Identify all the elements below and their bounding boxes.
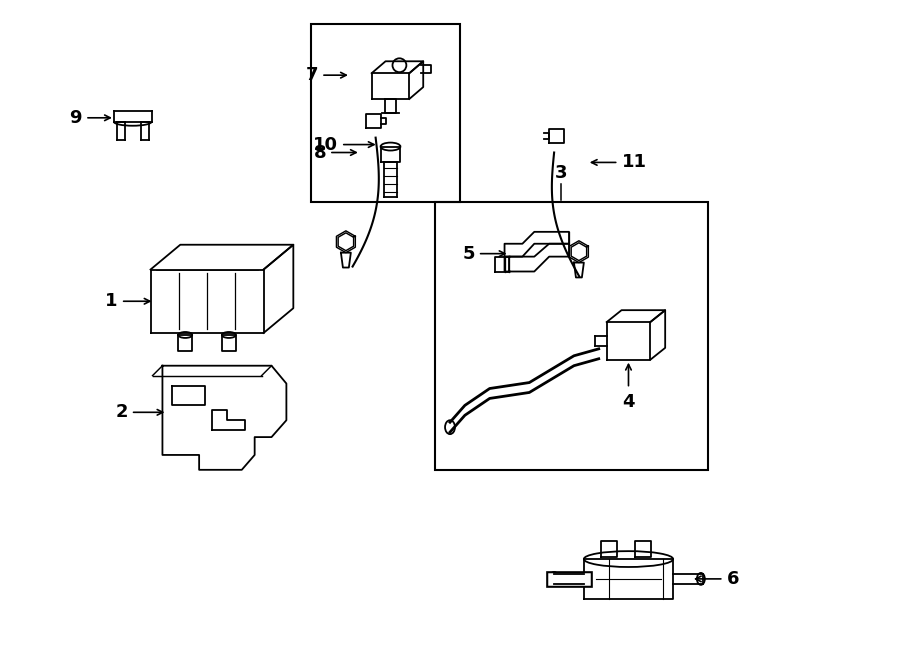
Text: 7: 7 [306, 66, 318, 84]
Bar [311, 24, 460, 202]
Text: 10: 10 [313, 136, 338, 153]
Bar [435, 202, 707, 470]
Text: 2: 2 [115, 403, 128, 421]
Ellipse shape [697, 573, 705, 585]
Text: 5: 5 [463, 245, 475, 262]
Ellipse shape [178, 332, 193, 338]
Ellipse shape [445, 420, 455, 434]
Text: 1: 1 [105, 292, 118, 310]
Text: 11: 11 [622, 153, 646, 171]
Text: 6: 6 [726, 570, 739, 588]
Text: 3: 3 [554, 164, 567, 182]
Ellipse shape [222, 332, 236, 338]
Ellipse shape [549, 572, 559, 586]
Text: 4: 4 [622, 393, 634, 411]
Text: 8: 8 [313, 143, 326, 161]
Text: 9: 9 [69, 109, 82, 127]
